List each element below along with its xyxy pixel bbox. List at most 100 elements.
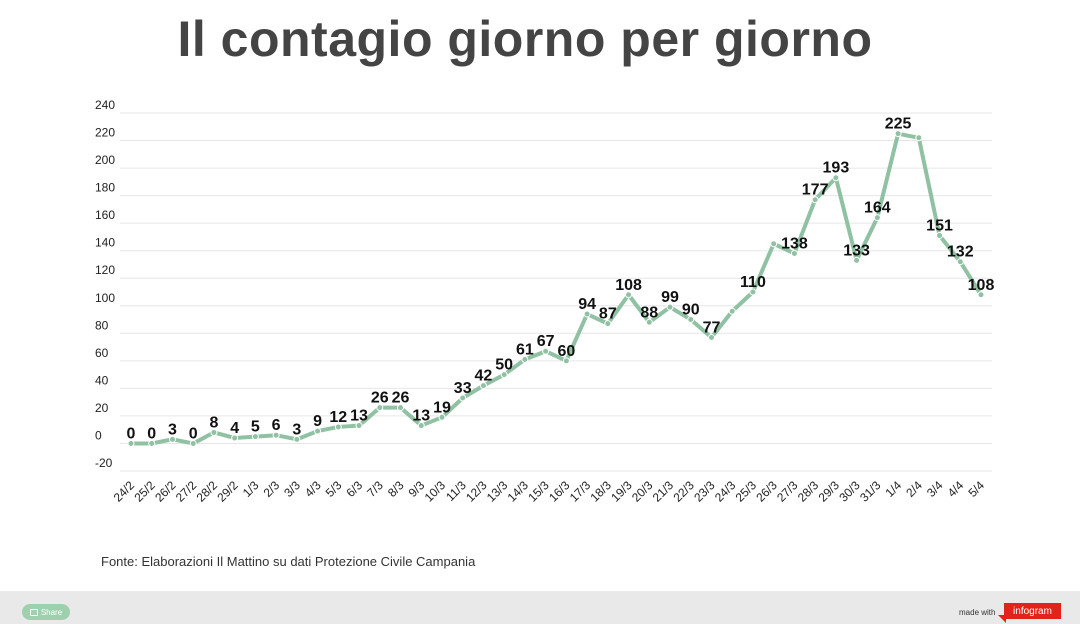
data-point[interactable] <box>790 249 798 257</box>
share-icon <box>29 608 38 616</box>
x-tick-label: 19/3 <box>608 478 635 505</box>
data-point[interactable] <box>666 303 674 311</box>
data-label: 5 <box>251 419 260 436</box>
x-tick-label: 12/3 <box>463 478 490 505</box>
x-tick-label: 28/3 <box>795 478 822 505</box>
data-point[interactable] <box>873 214 881 222</box>
data-label: 3 <box>168 421 177 438</box>
data-label: 61 <box>516 341 534 358</box>
data-label: 19 <box>433 399 451 416</box>
data-label: 12 <box>329 409 347 426</box>
data-point[interactable] <box>231 434 239 442</box>
data-label: 151 <box>926 218 953 235</box>
data-point[interactable] <box>853 256 861 264</box>
data-label: 99 <box>661 289 679 306</box>
data-label: 4 <box>230 420 239 437</box>
data-point[interactable] <box>811 196 819 204</box>
data-point[interactable] <box>521 355 529 363</box>
y-tick-label: 40 <box>95 373 109 387</box>
y-tick-label: 200 <box>95 153 115 167</box>
x-tick-label: 6/3 <box>343 478 365 500</box>
data-label: 108 <box>968 277 995 294</box>
data-label: 42 <box>475 368 493 385</box>
data-label: 177 <box>802 182 829 199</box>
x-tick-label: 3/4 <box>924 478 946 500</box>
data-label: 0 <box>189 425 198 442</box>
data-point[interactable] <box>936 232 944 240</box>
x-tick-label: 10/3 <box>422 478 449 505</box>
x-tick-label: 25/3 <box>733 478 760 505</box>
data-label: 138 <box>781 235 808 252</box>
y-axis: -20 0 20 40 60 80 100 120 140 160 180 200 220 240 <box>95 98 115 470</box>
data-point[interactable] <box>334 423 342 431</box>
data-point[interactable] <box>977 291 985 299</box>
x-tick-label: 4/3 <box>302 478 324 500</box>
x-tick-label: 11/3 <box>443 478 469 504</box>
x-tick-label: 26/2 <box>152 478 179 505</box>
y-tick-label: 100 <box>95 291 115 305</box>
x-tick-label: 22/3 <box>670 478 697 505</box>
data-point[interactable] <box>915 134 923 142</box>
y-tick-label: 160 <box>95 208 115 222</box>
data-point[interactable] <box>562 357 570 365</box>
data-point[interactable] <box>707 333 715 341</box>
x-tick-label: 27/2 <box>173 478 200 505</box>
data-point[interactable] <box>148 439 156 447</box>
infogram-logo[interactable]: infogram <box>1004 603 1061 619</box>
data-point[interactable] <box>189 439 197 447</box>
data-point[interactable] <box>438 413 446 421</box>
data-label: 77 <box>703 319 721 336</box>
data-point[interactable] <box>542 347 550 355</box>
data-label: 193 <box>823 160 850 177</box>
data-point[interactable] <box>625 291 633 299</box>
data-point[interactable] <box>894 130 902 138</box>
series-line-path <box>129 131 983 446</box>
data-point[interactable] <box>355 422 363 430</box>
data-point[interactable] <box>645 318 653 326</box>
data-point[interactable] <box>210 428 218 436</box>
data-point[interactable] <box>397 404 405 412</box>
data-point[interactable] <box>583 310 591 318</box>
data-point[interactable] <box>417 422 425 430</box>
data-label: 26 <box>392 390 410 407</box>
data-point[interactable] <box>749 288 757 296</box>
data-label: 132 <box>947 244 974 261</box>
data-label: 3 <box>292 421 301 438</box>
footer-bar: Share made with infogram <box>0 591 1080 624</box>
data-point[interactable] <box>251 433 259 441</box>
y-tick-label: 240 <box>95 98 115 112</box>
data-point[interactable] <box>832 174 840 182</box>
data-point[interactable] <box>127 439 135 447</box>
data-point[interactable] <box>500 371 508 379</box>
data-point[interactable] <box>479 382 487 390</box>
share-button[interactable]: Share <box>22 604 70 620</box>
data-point[interactable] <box>956 258 964 266</box>
data-point[interactable] <box>272 431 280 439</box>
x-tick-label: 26/3 <box>753 478 780 505</box>
data-label: 164 <box>864 200 891 217</box>
data-point[interactable] <box>459 394 467 402</box>
data-label: 225 <box>885 116 912 133</box>
x-tick-label: 2/3 <box>261 478 283 500</box>
data-point[interactable] <box>314 427 322 435</box>
data-label: 26 <box>371 390 389 407</box>
data-point[interactable] <box>604 320 612 328</box>
data-label: 13 <box>350 408 368 425</box>
x-tick-label: 5/4 <box>965 478 987 500</box>
x-tick-label: 31/3 <box>857 478 884 505</box>
data-label: 0 <box>147 425 156 442</box>
y-tick-label: 120 <box>95 263 115 277</box>
data-point[interactable] <box>728 307 736 315</box>
data-point[interactable] <box>770 240 778 248</box>
data-point[interactable] <box>687 316 695 324</box>
x-tick-label: 27/3 <box>774 478 801 505</box>
x-tick-label: 16/3 <box>546 478 573 505</box>
data-label: 90 <box>682 302 700 319</box>
data-point[interactable] <box>168 435 176 443</box>
x-tick-label: 13/3 <box>484 478 511 505</box>
x-tick-label: 1/3 <box>240 478 262 500</box>
data-point[interactable] <box>376 404 384 412</box>
data-point[interactable] <box>293 435 301 443</box>
